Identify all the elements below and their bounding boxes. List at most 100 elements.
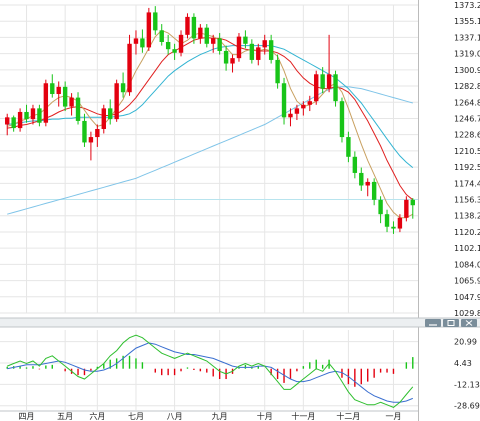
- candle: [165, 34, 171, 55]
- candle-body: [146, 12, 152, 48]
- ma-fast-line: [7, 29, 414, 219]
- candle: [371, 178, 377, 206]
- price-tick-label: 1355.18: [454, 17, 480, 26]
- ma-mid-line: [7, 36, 414, 201]
- price-tick-label: 1047.90: [454, 293, 480, 302]
- candle: [82, 113, 87, 147]
- time-tick-label: 十月: [257, 411, 273, 421]
- candle: [62, 81, 68, 112]
- candle: [320, 67, 325, 94]
- candle-body: [404, 199, 409, 218]
- candle-body: [101, 108, 106, 129]
- price-tick-label: 1084.05: [454, 260, 480, 269]
- candle-body: [249, 43, 255, 60]
- candle: [288, 108, 293, 127]
- restore-icon[interactable]: [443, 319, 459, 327]
- candle: [17, 108, 23, 132]
- candle-body: [275, 59, 280, 84]
- candle-body: [397, 217, 403, 229]
- candle: [236, 33, 242, 62]
- close-glyph: [465, 320, 473, 326]
- candle: [346, 131, 351, 163]
- candle-body: [223, 50, 229, 64]
- candle: [275, 54, 280, 89]
- candle: [268, 34, 274, 64]
- candle-body: [133, 38, 139, 44]
- candle-body: [314, 74, 319, 102]
- panel-splitter[interactable]: [0, 317, 480, 328]
- time-tick-label: 五月: [57, 412, 73, 421]
- candle-body: [95, 128, 100, 138]
- candle: [243, 30, 248, 49]
- candle-body: [50, 83, 55, 95]
- candle: [146, 7, 152, 51]
- candle-body: [211, 38, 216, 44]
- candle: [114, 79, 119, 122]
- candle-body: [326, 74, 332, 89]
- indicator-tick-label: 4.43: [454, 359, 472, 368]
- candle-body: [30, 108, 36, 120]
- candle: [178, 30, 184, 57]
- main-plot-area: [0, 6, 418, 234]
- candle: [223, 45, 229, 71]
- ma-long-line: [7, 86, 413, 215]
- candle: [294, 104, 300, 121]
- price-tick-label: 1029.83: [454, 309, 480, 318]
- restore-glyph: [447, 320, 455, 326]
- candle: [262, 34, 267, 55]
- price-tick-label: 1282.88: [454, 82, 480, 91]
- candle-body: [114, 83, 119, 120]
- candle: [339, 97, 345, 143]
- candle-body: [82, 120, 87, 143]
- indicator-plot-area: [6, 334, 414, 408]
- candle-body: [236, 36, 242, 59]
- candle-body: [159, 30, 164, 43]
- candle: [24, 104, 29, 123]
- candle-body: [384, 214, 390, 227]
- candle: [326, 34, 332, 93]
- time-tick-label: 一月: [385, 412, 401, 421]
- candle: [50, 74, 55, 98]
- candle: [88, 131, 94, 161]
- candle: [153, 6, 158, 35]
- candle-body: [75, 97, 81, 121]
- candle: [404, 196, 409, 222]
- price-tick-label: 1319.03: [454, 50, 480, 59]
- candle-body: [294, 108, 300, 114]
- time-tick-label: 九月: [212, 412, 228, 421]
- candle-body: [17, 111, 23, 129]
- minimize-icon[interactable]: [425, 319, 441, 327]
- price-tick-label: 1192.50: [454, 163, 480, 172]
- minimize-button[interactable]: [425, 319, 441, 327]
- close-button[interactable]: [461, 319, 477, 327]
- time-tick-label: 六月: [89, 411, 105, 421]
- candle: [378, 196, 383, 224]
- candle-body: [365, 181, 370, 186]
- restore-button[interactable]: [443, 319, 459, 327]
- dea-line: [7, 342, 413, 403]
- price-tick-label: 1102.13: [454, 244, 480, 253]
- candle-body: [352, 156, 358, 173]
- candle-body: [301, 104, 306, 109]
- candle-body: [178, 34, 184, 53]
- price-tick-label: 1373.26: [454, 1, 480, 10]
- candle-body: [268, 40, 274, 60]
- candle-body: [281, 83, 287, 118]
- candle-body: [243, 36, 248, 44]
- candle: [352, 151, 358, 179]
- candle: [159, 24, 164, 46]
- candle: [198, 24, 203, 44]
- candle: [133, 30, 139, 55]
- candle-body: [11, 117, 16, 129]
- time-axis: 四月 五月 六月 七月 八月 九月 十月 十一月 十二月 一月: [0, 410, 418, 421]
- candle: [301, 101, 306, 116]
- candle-body: [5, 117, 10, 125]
- candle-body: [120, 83, 126, 93]
- candle: [211, 34, 216, 53]
- price-tick-label: 1065.98: [454, 277, 480, 286]
- candle: [56, 81, 61, 107]
- splitter-bar[interactable]: [0, 318, 480, 327]
- candle: [230, 54, 235, 73]
- candle: [204, 24, 209, 48]
- price-tick-label: 1228.66: [454, 131, 480, 140]
